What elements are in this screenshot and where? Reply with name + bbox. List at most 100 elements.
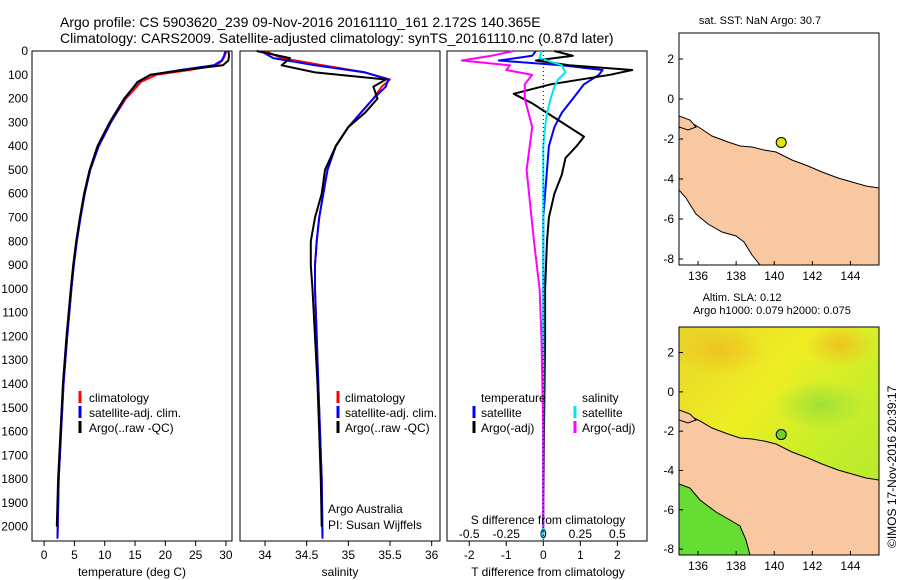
depth-tick-label: 1500 <box>1 401 28 415</box>
depth-tick-label: 2000 <box>1 520 28 534</box>
depth-tick-label: 1800 <box>1 472 28 486</box>
x-tick-label: 0 <box>41 548 48 562</box>
sst-map-new-guinea-land <box>679 121 879 265</box>
lon-tick-label: 144 <box>840 269 860 283</box>
temperature-x-ticks: 0 5 10 15 20 25 30 <box>41 541 233 562</box>
t-tick-label: -2 <box>464 548 475 562</box>
sla-map-title1: Altim. SLA: 0.12 <box>703 292 782 304</box>
series-argo-raw-qc <box>256 50 387 527</box>
depth-tick-label: 700 <box>8 211 28 225</box>
lat-tick-label: 2 <box>667 346 674 360</box>
legend-label-argo: Argo(..raw -QC) <box>89 421 174 435</box>
s-tick-label: 0.25 <box>569 527 593 541</box>
sst-map-panel: sat. SST: NaN Argo: 30.7 <box>663 15 880 283</box>
lat-tick-label: -8 <box>663 252 674 266</box>
depth-axis-labels: 0 100 200 300 400 500 600 700 800 900 1000 1100 1200… <box>1 44 647 534</box>
sst-map-island-land <box>679 115 697 131</box>
s-difference-axis-label: S difference from climatology <box>471 513 626 527</box>
legend-label-satellite: satellite-adj. clim. <box>89 406 181 420</box>
legend-label-satellite: satellite-adj. clim. <box>345 406 437 420</box>
imos-credit: ©IMOS 17-Nov-2016 20:39:17 <box>885 385 899 548</box>
temperature-x-label: temperature (deg C) <box>78 565 186 579</box>
depth-tick-label: 1200 <box>1 329 28 343</box>
series-salinity-satellite <box>538 50 567 539</box>
t-tick-label: -1 <box>501 548 512 562</box>
salinity-x-ticks: 34 34.5 35 35.5 36 <box>258 541 439 562</box>
x-tick-label: 10 <box>98 548 112 562</box>
lat-tick-label: -6 <box>663 503 674 517</box>
lon-tick-label: 138 <box>726 269 746 283</box>
salinity-legend: climatology satellite-adj. clim. Argo(..… <box>336 391 437 435</box>
depth-tick-label: 100 <box>8 68 28 82</box>
sst-map-title: sat. SST: NaN Argo: 30.7 <box>699 15 821 27</box>
temperature-difference-ticks: -2 -1 0 1 2 <box>464 541 621 562</box>
s-tick-label: -0.5 <box>459 527 480 541</box>
x-tick-label: 30 <box>219 548 233 562</box>
temperature-plot-frame <box>31 50 233 542</box>
difference-legend: temperature salinity satellite Argo(-adj… <box>472 391 635 435</box>
sla-map-frame <box>678 326 880 556</box>
salinity-difference-ticks: -0.5 -0.25 0 0.25 0.5 <box>459 527 626 541</box>
salinity-profile-panel: 34 34.5 35 35.5 36 salinity climatology sate… <box>239 50 441 579</box>
sla-map-low-anomaly <box>775 380 865 430</box>
legend-title-temperature: temperature <box>481 391 546 405</box>
lat-tick-label: -4 <box>663 172 674 186</box>
depth-tick-label: 1400 <box>1 377 28 391</box>
depth-tick-label: 500 <box>8 163 28 177</box>
s-tick-label: 0.5 <box>609 527 626 541</box>
figure-title-line2: Climatology: CARS2009. Satellite-adjuste… <box>60 30 614 46</box>
lon-tick-label: 144 <box>840 559 860 573</box>
pi-annotation: PI: Susan Wijffels <box>328 518 422 532</box>
lon-tick-label: 140 <box>764 269 784 283</box>
depth-tick-label: 1000 <box>1 282 28 296</box>
lat-tick-label: -2 <box>663 424 674 438</box>
series-satellite-adj-clim <box>260 50 390 539</box>
depth-tick-label: 400 <box>8 139 28 153</box>
sla-map-island-land <box>679 409 697 424</box>
lat-tick-label: -6 <box>663 212 674 226</box>
x-tick-label: 25 <box>189 548 203 562</box>
salinity-plot-frame <box>239 50 441 542</box>
series-salinity-argo-adj <box>460 50 545 527</box>
sla-map-panel: Altim. SLA: 0.12 Argo h1000: 0.079 h2000… <box>663 292 880 573</box>
lon-tick-label: 138 <box>726 559 746 573</box>
lat-tick-label: 0 <box>667 92 674 106</box>
depth-tick-label: 600 <box>8 187 28 201</box>
x-tick-label: 5 <box>71 548 78 562</box>
depth-tick-label: 800 <box>8 234 28 248</box>
depth-tick-label: 1900 <box>1 496 28 510</box>
temperature-legend: climatology satellite-adj. clim. Argo(..… <box>78 391 181 435</box>
series-temperature-argo-adj <box>512 50 634 527</box>
x-tick-label: 20 <box>159 548 173 562</box>
lon-tick-label: 136 <box>688 559 708 573</box>
series-argo-raw-qc <box>55 50 230 527</box>
difference-plot-frame <box>446 50 648 542</box>
figure-title-line1: Argo profile: CS 5903620_239 09-Nov-2016… <box>60 14 541 30</box>
sst-map-frame <box>678 32 880 266</box>
sst-map-longitude-ticks: 136 138 140 142 144 <box>688 261 861 283</box>
legend-label-sal-satellite: satellite <box>582 406 623 420</box>
depth-tick-label: 300 <box>8 115 28 129</box>
x-tick-label: 15 <box>128 548 142 562</box>
x-tick-label: 34.5 <box>295 548 319 562</box>
s-tick-label: 0 <box>540 527 547 541</box>
lat-tick-label: -2 <box>663 132 674 146</box>
t-difference-axis-label: T difference from climatology <box>471 565 625 579</box>
legend-label-temp-argo: Argo(-adj) <box>481 421 534 435</box>
depth-tick-label: 0 <box>21 44 28 58</box>
lon-tick-label: 142 <box>802 559 822 573</box>
difference-profile-panel: -0.5 -0.25 0 0.25 0.5 -2 -1 0 1 2 S difference f… <box>446 50 648 579</box>
sla-map-high-anomaly <box>679 327 765 375</box>
depth-tick-label: 900 <box>8 258 28 272</box>
sla-map-latitude-ticks: 2 0 -2 -4 -6 -8 <box>663 346 683 556</box>
t-tick-label: 0 <box>540 548 547 562</box>
x-tick-label: 35.5 <box>378 548 402 562</box>
salinity-x-label: salinity <box>322 565 359 579</box>
legend-label-climatology: climatology <box>89 391 149 405</box>
sla-map-title2: Argo h1000: 0.079 h2000: 0.075 <box>693 305 851 317</box>
depth-tick-label: 1600 <box>1 425 28 439</box>
legend-label-argo: Argo(..raw -QC) <box>345 421 430 435</box>
lon-tick-label: 142 <box>802 269 822 283</box>
sla-map-high-anomaly <box>805 327 875 367</box>
lat-tick-label: -4 <box>663 463 674 477</box>
